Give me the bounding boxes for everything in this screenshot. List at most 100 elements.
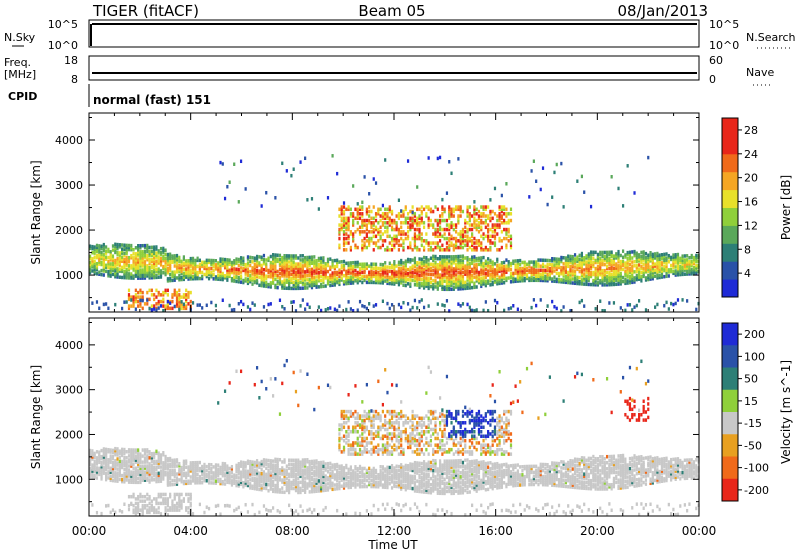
velocity-cell — [98, 454, 101, 459]
velocity-cell — [123, 478, 126, 482]
power-cell — [418, 230, 421, 234]
power-cell — [596, 281, 600, 285]
velocity-cell — [205, 478, 208, 483]
power-cell — [587, 278, 590, 283]
power-cell — [226, 272, 229, 276]
power-cell — [358, 262, 362, 267]
power-cell — [349, 271, 352, 275]
velocity-cell — [116, 473, 119, 477]
velocity-cell — [214, 463, 218, 467]
velocity-cell — [272, 467, 275, 471]
power-cell — [477, 221, 481, 225]
velocity-cell — [194, 460, 197, 465]
power-cell — [422, 245, 426, 250]
power-cell — [326, 277, 330, 282]
power-cell — [455, 277, 458, 281]
power-cell — [434, 275, 437, 279]
power-cell — [422, 286, 426, 290]
power-cell — [340, 205, 343, 209]
power-cell — [400, 279, 403, 283]
power-cell — [503, 227, 506, 232]
power-cell — [621, 261, 625, 266]
power-cell — [178, 302, 181, 306]
power-cell — [338, 278, 341, 283]
power-cell — [628, 270, 632, 275]
power-cell — [365, 212, 368, 216]
power-cell — [690, 270, 693, 274]
velocity-cell — [89, 452, 92, 457]
velocity-cell — [148, 510, 151, 515]
velocity-cell — [162, 492, 165, 497]
power-cell — [443, 269, 446, 273]
velocity-cell — [130, 480, 133, 484]
power-cell — [315, 263, 318, 267]
power-cell — [219, 269, 222, 274]
power-cell — [132, 268, 135, 272]
power-cell — [496, 271, 499, 276]
power-cell — [203, 264, 206, 269]
velocity-cell — [187, 469, 190, 473]
power-cell — [491, 234, 494, 239]
power-cell — [194, 262, 197, 267]
power-cell — [457, 232, 460, 236]
power-cell — [475, 264, 478, 269]
power-cell — [308, 279, 311, 284]
power-cell — [594, 276, 597, 281]
power-cell — [548, 268, 551, 273]
power-cell — [427, 216, 430, 221]
power-cell — [438, 277, 442, 281]
velocity-cell — [207, 481, 211, 485]
velocity-cell — [157, 510, 160, 515]
power-cell — [612, 266, 616, 271]
velocity-cell — [182, 465, 185, 470]
power-cell — [450, 273, 453, 277]
power-cell — [285, 270, 288, 274]
power-cell — [189, 273, 192, 277]
power-cell — [301, 258, 304, 262]
power-cell — [480, 225, 483, 230]
power-cell — [420, 273, 423, 278]
power-cell — [450, 221, 453, 225]
power-cell — [418, 283, 421, 288]
power-cell — [178, 304, 181, 308]
power-cell — [107, 247, 110, 252]
power-cell — [402, 214, 405, 218]
power-cell — [132, 258, 135, 262]
power-cell — [356, 245, 359, 250]
power-cell — [546, 266, 549, 271]
power-cell — [281, 263, 284, 268]
power-cell — [278, 267, 282, 272]
power-cell — [141, 262, 144, 266]
velocity-cell — [173, 458, 176, 462]
power-cell — [137, 304, 140, 308]
power-cell — [404, 259, 407, 263]
power-cell — [98, 254, 101, 258]
power-cell — [114, 266, 117, 271]
power-cell — [471, 285, 474, 290]
velocity-cell — [164, 458, 167, 463]
velocity-cell — [146, 472, 149, 476]
power-cell — [404, 273, 407, 278]
power-cell — [345, 236, 348, 241]
power-cell — [395, 221, 398, 225]
power-cell — [633, 251, 636, 256]
power-cell — [466, 258, 469, 262]
power-cell — [182, 257, 185, 261]
power-cell — [326, 275, 330, 280]
velocity-cell — [185, 508, 188, 512]
velocity-cell — [107, 470, 110, 474]
power-cell — [420, 205, 423, 209]
power-cell — [358, 266, 362, 271]
velocity-cell — [196, 462, 199, 467]
velocity-cell — [265, 474, 268, 479]
power-cell — [498, 214, 501, 218]
velocity-cell — [143, 472, 147, 476]
power-cell — [292, 284, 295, 289]
power-cell — [670, 301, 673, 306]
velocity-cell — [258, 461, 261, 465]
power-cell — [605, 260, 609, 265]
power-cell — [690, 272, 693, 276]
power-cell — [89, 268, 92, 273]
velocity-cell — [185, 465, 188, 469]
power-cell — [157, 257, 160, 261]
